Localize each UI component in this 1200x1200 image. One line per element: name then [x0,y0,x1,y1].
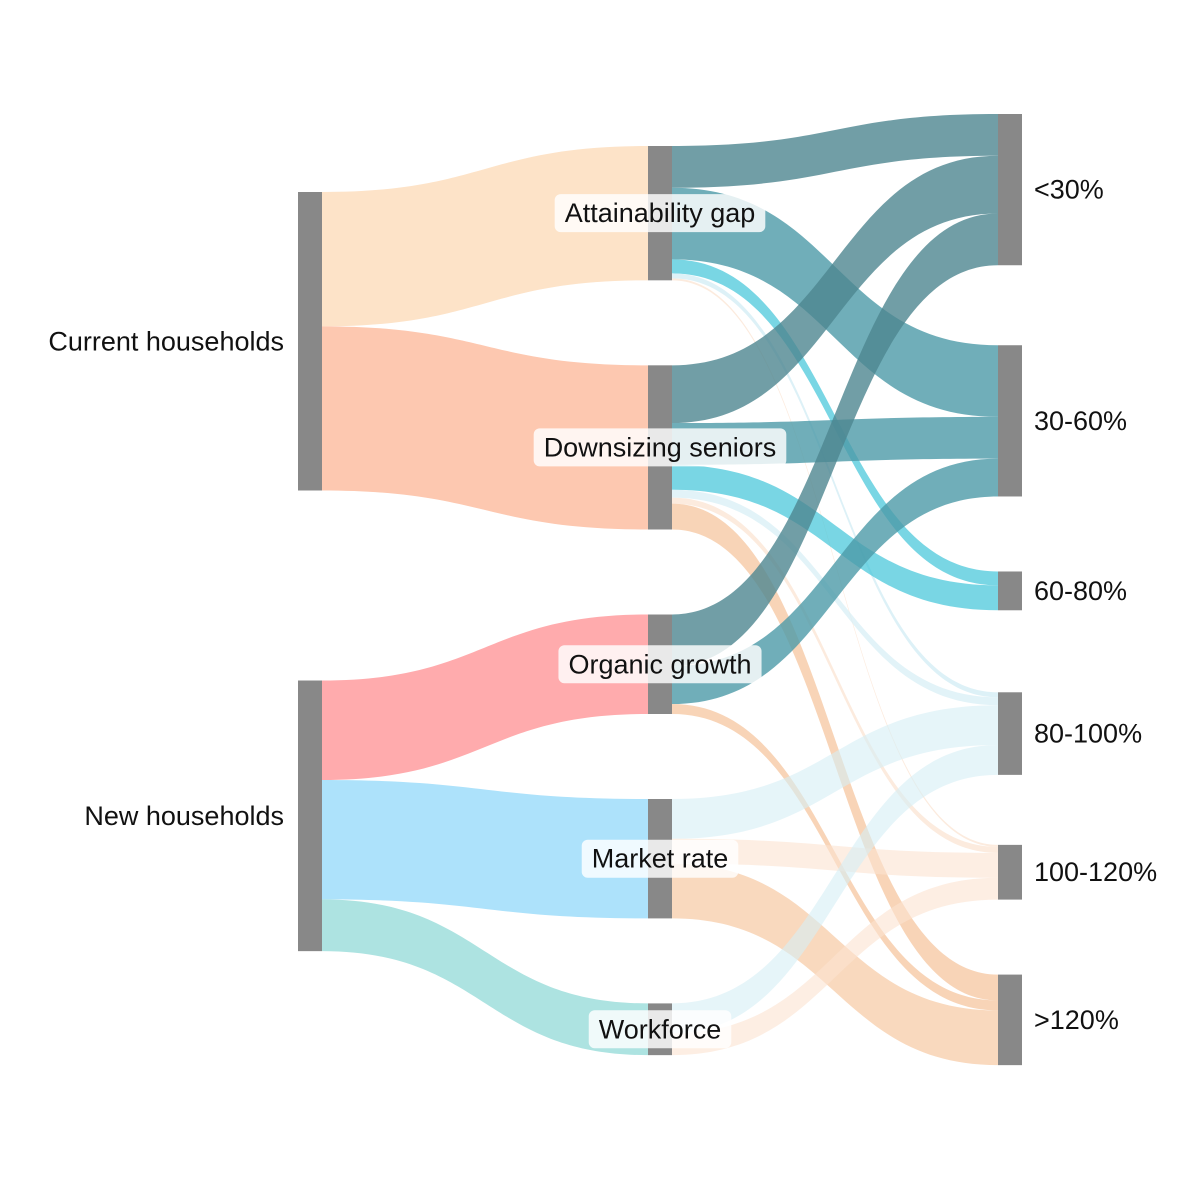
node-gt120 [998,974,1022,1066]
link-market-to-b100120 [672,838,998,878]
node-label-current: Current households [48,326,284,356]
links-layer [322,114,998,1066]
node-label-b80100: 80-100% [1034,719,1142,749]
labels-layer: Current households New households Attainab… [48,175,1157,1049]
link-new-to-market [322,780,648,919]
node-current [298,192,322,491]
link-downsize-to-b100120 [672,497,998,853]
link-attain-to-b80100 [672,273,998,698]
link-workforce-to-b80100 [672,745,998,1034]
link-downsize-to-gt120 [672,503,998,1001]
node-lt30 [998,114,1022,266]
node-b6080 [998,571,1022,611]
node-label-organic: Organic growth [568,649,751,679]
link-attain-to-lt30 [672,114,998,188]
node-label-new: New households [84,801,284,831]
node-b3060 [998,345,1022,497]
node-label-b6080: 60-80% [1034,576,1127,606]
node-new [298,680,322,952]
link-current-to-attain [322,146,648,327]
node-label-lt30: <30% [1034,175,1104,205]
node-label-bg-market [581,839,739,878]
node-label-attain: Attainability gap [565,198,756,228]
node-label-bg-workforce [588,1010,732,1049]
link-current-to-downsize [322,326,648,530]
node-b100120 [998,844,1022,900]
node-label-b3060: 30-60% [1034,406,1127,436]
link-new-to-workforce [322,899,648,1056]
link-downsize-to-b6080 [672,464,998,611]
link-workforce-to-b100120 [672,877,998,1056]
node-label-b100120: 100-120% [1034,857,1157,887]
node-label-bg-downsize [533,428,787,467]
node-label-bg-attain [554,194,766,233]
node-label-gt120: >120% [1034,1005,1119,1035]
node-label-market: Market rate [592,844,729,874]
node-b80100 [998,692,1022,775]
link-organic-to-lt30 [672,213,998,667]
link-market-to-b80100 [672,705,998,839]
node-label-workforce: Workforce [599,1014,722,1044]
link-new-to-organic [322,614,648,780]
node-label-bg-organic [558,645,762,684]
link-downsize-to-lt30 [672,155,998,424]
node-label-downsize: Downsizing seniors [544,432,777,462]
link-organic-to-b3060 [672,458,998,705]
